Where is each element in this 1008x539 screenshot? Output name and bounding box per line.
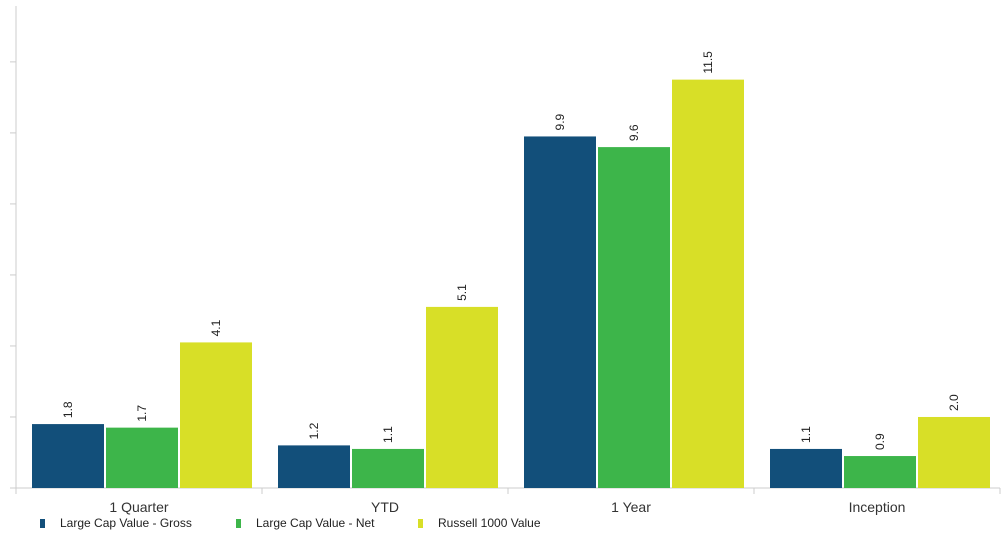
- category-label-1-year: 1 Year: [611, 499, 651, 515]
- bar-large-cap-value-gross-1-quarter: [32, 424, 104, 488]
- category-label-1-quarter: 1 Quarter: [109, 499, 168, 515]
- bar-large-cap-value-net-1-quarter: [106, 427, 178, 488]
- bar-large-cap-value-net-ytd: [352, 448, 424, 488]
- value-label-russell-1000-value-1-year: 11.5: [701, 51, 715, 74]
- legend-item-russell-1000-value: Russell 1000 Value: [418, 516, 541, 530]
- value-label-russell-1000-value-ytd: 5.1: [455, 284, 469, 301]
- value-label-large-cap-value-gross-ytd: 1.2: [307, 422, 321, 439]
- legend-swatch-russell-1000-value: [418, 519, 423, 528]
- bar-large-cap-value-gross-ytd: [278, 445, 350, 488]
- bar-russell-1000-value-1-year: [672, 79, 744, 488]
- value-label-large-cap-value-net-1-quarter: 1.7: [135, 405, 149, 422]
- value-label-large-cap-value-gross-1-year: 9.9: [553, 113, 567, 130]
- value-label-large-cap-value-gross-1-quarter: 1.8: [61, 401, 75, 418]
- chart-value-labels: 1.8 1.7 4.1 1.2 1.1 5.1 9.9 9.6 11.5 1.1 0.9 2.0: [61, 51, 961, 450]
- bar-russell-1000-value-inception: [918, 416, 990, 488]
- value-label-large-cap-value-net-ytd: 1.1: [381, 426, 395, 443]
- legend-swatch-large-cap-value-gross: [40, 519, 45, 528]
- value-label-large-cap-value-net-inception: 0.9: [873, 433, 887, 450]
- legend-item-large-cap-value-net: Large Cap Value - Net: [236, 516, 375, 530]
- value-label-russell-1000-value-inception: 2.0: [947, 394, 961, 411]
- value-label-large-cap-value-gross-inception: 1.1: [799, 426, 813, 443]
- bar-russell-1000-value-1-quarter: [180, 342, 252, 488]
- category-label-ytd: YTD: [371, 499, 399, 515]
- chart-bars: [32, 79, 990, 488]
- legend-item-large-cap-value-gross: Large Cap Value - Gross: [40, 516, 192, 530]
- value-label-large-cap-value-net-1-year: 9.6: [627, 124, 641, 141]
- bar-large-cap-value-net-1-year: [598, 147, 670, 488]
- chart-axes: [10, 6, 1001, 494]
- legend-swatch-large-cap-value-net: [236, 519, 241, 528]
- bar-large-cap-value-net-inception: [844, 456, 916, 488]
- chart-category-labels: 1 Quarter YTD 1 Year Inception: [109, 499, 905, 515]
- legend-label-large-cap-value-gross: Large Cap Value - Gross: [60, 516, 192, 530]
- bar-large-cap-value-gross-1-year: [524, 136, 596, 488]
- value-label-russell-1000-value-1-quarter: 4.1: [209, 319, 223, 336]
- legend-label-russell-1000-value: Russell 1000 Value: [438, 516, 541, 530]
- category-label-inception: Inception: [849, 499, 906, 515]
- chart-legend: Large Cap Value - Gross Large Cap Value -…: [40, 516, 541, 530]
- bar-russell-1000-value-ytd: [426, 306, 498, 488]
- bar-large-cap-value-gross-inception: [770, 448, 842, 488]
- legend-label-large-cap-value-net: Large Cap Value - Net: [256, 516, 375, 530]
